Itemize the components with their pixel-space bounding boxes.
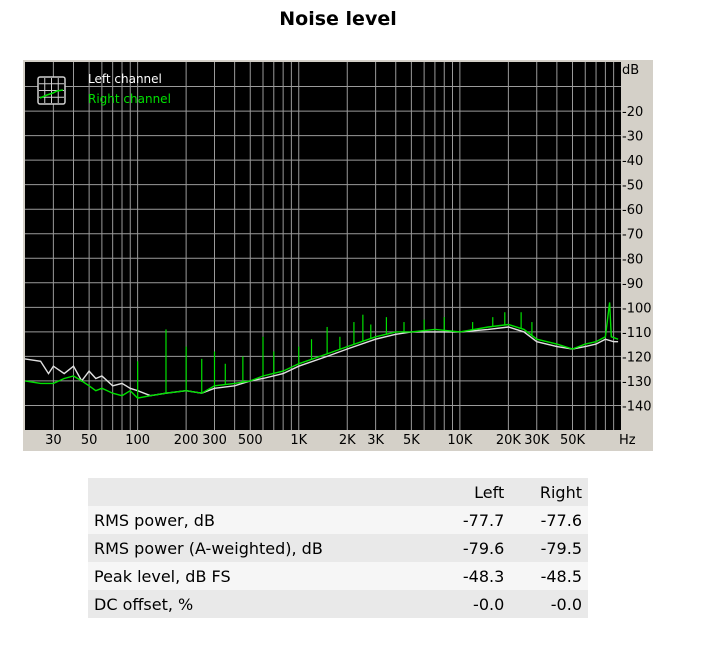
row-label: DC offset, % [94, 594, 194, 614]
y-tick-label: -40 [622, 154, 643, 169]
x-tick-label: 500 [238, 433, 263, 448]
y-tick-label: -50 [622, 179, 643, 194]
y-tick-label: -60 [622, 203, 643, 218]
row-right-value: -79.5 [540, 538, 582, 558]
left-channel-line [24, 326, 619, 397]
legend-grid-icon [37, 76, 66, 105]
row-left-value: -48.3 [462, 566, 505, 586]
stats-header-right: Right [539, 482, 582, 502]
row-left-value: -77.7 [462, 510, 505, 530]
x-tick-label: 2K [339, 433, 356, 448]
noise-level-chart: Left channel Right channel 30 50 100 200 300 5… [23, 60, 653, 451]
x-tick-label: 100 [125, 433, 150, 448]
y-tick-label: -70 [622, 228, 643, 243]
stats-header-row: Left Right [88, 478, 588, 506]
legend-item: Right channel [88, 92, 171, 106]
row-left-value: -0.0 [473, 594, 505, 614]
y-tick-label: -90 [622, 277, 643, 292]
y-tick-label: -120 [622, 350, 652, 365]
x-tick-label: 5K [403, 433, 420, 448]
x-tick-label: 1K [290, 433, 307, 448]
row-right-value: -0.0 [550, 594, 582, 614]
row-right-value: -77.6 [540, 510, 582, 530]
x-tick-label: 50K [560, 433, 586, 448]
x-unit-label: Hz [619, 433, 636, 448]
x-axis-ticks: 30 50 100 200 300 500 1K 2K 3K 5K 10K 20K 30K 50K Hz [45, 433, 636, 448]
y-tick-label: -80 [622, 252, 643, 267]
x-tick-label: 200 [174, 433, 199, 448]
stats-table: Left Right RMS power, dB -77.7 -77.6 RMS… [88, 478, 588, 618]
row-label: RMS power (A-weighted), dB [94, 538, 323, 558]
legend: Left channel Right channel [37, 72, 171, 106]
y-axis-ticks: dB -20 -30 -40 -50 -60 -70 -80 -90 -100 -110 -120 -1… [622, 63, 652, 414]
row-label: Peak level, dB FS [94, 566, 231, 586]
legend-item: Left channel [88, 72, 162, 86]
x-tick-label: 3K [367, 433, 384, 448]
stats-header-left: Left [474, 482, 505, 502]
x-tick-label: 300 [202, 433, 227, 448]
table-row: Peak level, dB FS -48.3 -48.5 [88, 562, 588, 590]
stats-header-empty [88, 478, 434, 506]
row-right-value: -48.5 [540, 566, 582, 586]
x-tick-label: 30 [45, 433, 62, 448]
plot-area [25, 62, 621, 430]
legend-icon-trace [39, 89, 64, 99]
y-tick-label: -20 [622, 105, 643, 120]
row-left-value: -79.6 [462, 538, 505, 558]
table-row: RMS power, dB -77.7 -77.6 [88, 506, 588, 534]
y-tick-label: -30 [622, 130, 643, 145]
page-title: Noise level [279, 8, 397, 30]
series-layer [24, 302, 619, 399]
y-tick-label: -140 [622, 399, 652, 414]
y-tick-label: -100 [622, 301, 652, 316]
x-tick-label: 20K [496, 433, 522, 448]
row-label: RMS power, dB [94, 510, 215, 530]
table-row: DC offset, % -0.0 -0.0 [88, 590, 588, 618]
table-row: RMS power (A-weighted), dB -79.6 -79.5 [88, 534, 588, 562]
y-unit-label: dB [622, 63, 639, 78]
x-tick-label: 50 [81, 433, 98, 448]
y-tick-label: -110 [622, 326, 652, 341]
right-channel-line [24, 302, 619, 399]
x-tick-label: 30K [524, 433, 550, 448]
x-tick-label: 10K [447, 433, 473, 448]
plot-background [25, 62, 621, 430]
y-tick-label: -130 [622, 375, 652, 390]
chart-svg: Left channel Right channel 30 50 100 200 300 5… [24, 62, 652, 448]
